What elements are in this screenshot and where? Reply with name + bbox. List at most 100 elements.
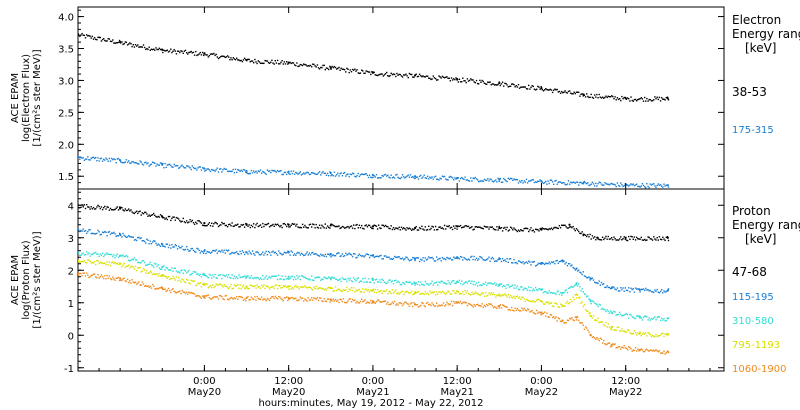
data-point — [90, 232, 92, 235]
data-point — [447, 225, 449, 228]
data-point — [440, 227, 442, 229]
data-point — [404, 301, 406, 303]
data-point — [412, 175, 414, 178]
data-point — [524, 181, 526, 183]
data-point — [642, 239, 645, 241]
data-point — [565, 321, 567, 324]
data-point — [647, 319, 649, 321]
data-point — [450, 300, 453, 303]
data-point — [555, 260, 557, 262]
data-point — [82, 157, 84, 159]
data-point — [343, 171, 346, 174]
data-point — [425, 259, 428, 261]
data-point — [131, 258, 133, 260]
data-point — [442, 76, 445, 78]
data-point — [108, 253, 111, 255]
data-point — [182, 52, 184, 54]
data-point — [316, 296, 319, 299]
data-point — [515, 296, 517, 298]
data-point — [231, 222, 233, 224]
data-point — [649, 289, 651, 292]
data-point — [95, 263, 97, 266]
data-point — [589, 96, 591, 98]
data-point — [505, 287, 507, 289]
data-point — [644, 350, 646, 353]
data-point — [138, 267, 140, 269]
data-point — [367, 224, 370, 226]
data-point — [225, 224, 228, 227]
data-point — [542, 90, 545, 92]
data-point — [445, 258, 447, 261]
data-point — [464, 257, 466, 260]
data-point — [198, 220, 200, 222]
data-point — [164, 288, 166, 291]
data-point — [190, 291, 192, 294]
data-point — [411, 176, 413, 178]
data-point — [529, 180, 531, 182]
data-point — [591, 235, 594, 237]
data-point — [182, 248, 184, 251]
data-point — [600, 281, 603, 284]
data-point — [179, 166, 181, 169]
data-point — [450, 77, 453, 79]
data-point — [240, 252, 242, 255]
data-point — [325, 300, 328, 303]
data-point — [663, 238, 665, 240]
data-point — [351, 68, 354, 71]
data-point — [564, 263, 566, 265]
data-point — [554, 317, 556, 320]
data-point — [384, 224, 387, 227]
data-point — [297, 277, 299, 279]
data-point — [499, 304, 501, 306]
data-point — [626, 349, 629, 351]
data-point — [362, 300, 364, 303]
data-point — [488, 303, 490, 305]
data-point — [439, 257, 441, 260]
data-point — [432, 258, 434, 260]
data-point — [259, 277, 262, 279]
series-point — [561, 304, 564, 308]
data-point — [396, 281, 398, 284]
data-point — [628, 346, 630, 348]
data-point — [520, 181, 522, 183]
data-point — [115, 255, 117, 257]
data-point — [326, 253, 329, 255]
data-point — [334, 298, 337, 301]
data-point — [458, 293, 461, 295]
data-point — [151, 161, 154, 163]
data-point — [638, 350, 640, 352]
data-point — [180, 281, 182, 283]
data-point — [324, 69, 326, 71]
data-point — [176, 217, 179, 219]
data-point — [383, 225, 386, 228]
data-point — [212, 250, 214, 252]
series-point — [245, 170, 248, 173]
data-point — [529, 311, 531, 313]
data-point — [316, 173, 319, 175]
data-point — [506, 180, 508, 183]
data-point — [350, 71, 353, 73]
data-point — [520, 261, 522, 263]
data-point — [561, 304, 563, 306]
data-point — [137, 261, 139, 264]
data-point — [356, 300, 358, 303]
series-point — [540, 262, 543, 265]
data-point — [374, 302, 376, 304]
data-point — [324, 223, 326, 225]
data-point — [325, 227, 328, 229]
data-point — [479, 180, 481, 182]
data-point — [487, 282, 489, 285]
data-point — [229, 223, 231, 225]
data-point — [505, 180, 507, 182]
data-point — [421, 76, 423, 78]
x-tick-label-time: 0:00 — [362, 376, 384, 387]
data-point — [537, 312, 539, 314]
data-point — [333, 276, 336, 279]
data-point — [424, 226, 426, 228]
data-point — [653, 99, 655, 101]
data-point — [239, 226, 241, 228]
data-point — [284, 285, 287, 287]
data-point — [608, 96, 611, 98]
data-point — [78, 207, 80, 209]
data-point — [379, 279, 381, 281]
